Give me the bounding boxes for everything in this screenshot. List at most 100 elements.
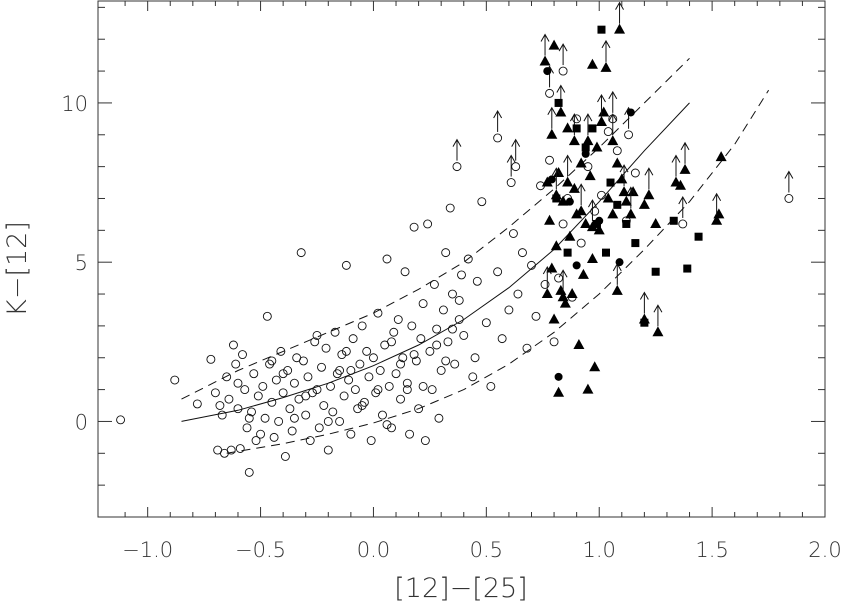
open-circle-point <box>448 324 457 334</box>
filled-triangle-point <box>575 157 587 168</box>
open-circle-point <box>296 248 306 258</box>
open-circle-point <box>278 388 288 398</box>
solid-curve <box>181 102 690 422</box>
open-circle-point <box>330 327 340 337</box>
open-circle-point <box>233 404 243 414</box>
open-circle-point <box>441 356 451 366</box>
open-circle-point <box>344 375 354 385</box>
fit-curves <box>181 57 770 454</box>
open-circle-point <box>301 410 311 420</box>
open-circle-point <box>289 378 299 388</box>
lower-limit-arrowhead <box>608 113 618 122</box>
open-circle-point <box>319 401 329 410</box>
filled-square-point <box>572 124 581 133</box>
open-circle-point <box>226 445 236 455</box>
lower-limit-arrowhead <box>551 167 561 176</box>
open-circle-point <box>590 206 600 216</box>
open-circle-point <box>452 162 462 172</box>
open-circle-point <box>280 452 290 461</box>
filled-triangle-point <box>546 128 558 139</box>
filled-triangle-point <box>555 284 567 295</box>
open-circle-point <box>301 391 311 401</box>
open-circle-point <box>258 381 268 391</box>
open-circle-point <box>312 385 322 395</box>
open-circle-point <box>450 359 460 369</box>
filled-triangle-point <box>582 383 594 394</box>
filled-triangle-point <box>652 326 664 337</box>
open-circle-point <box>387 423 396 433</box>
filled-triangle-point <box>541 176 553 187</box>
x-tick-label: −0.5 <box>235 538 286 562</box>
open-circle-point <box>314 423 324 433</box>
open-circle-point <box>463 254 473 264</box>
open-circle-point <box>468 372 478 382</box>
lower-limit-arrowhead <box>653 304 663 313</box>
lower-limit-arrowhead <box>569 113 579 122</box>
open-circle-point <box>299 356 308 366</box>
filled-circle-point <box>595 216 604 225</box>
filled-triangle-point <box>625 208 637 219</box>
lower-limit-arrowhead <box>511 138 521 147</box>
open-circle-point <box>511 162 521 172</box>
x-tick-label: 0.5 <box>470 538 503 562</box>
filled-triangle-point <box>618 186 630 197</box>
x-axis-ticks: −1.0 −0.5 0.0 0.5 1.0 1.5 2.0 <box>122 1 842 562</box>
open-circle-point <box>346 429 356 439</box>
open-circle-point <box>373 385 383 395</box>
filled-triangle-point <box>593 224 605 235</box>
open-circle-point <box>285 404 295 414</box>
open-circle-point <box>612 146 622 156</box>
open-circle-point <box>603 127 613 137</box>
open-circle-point <box>265 359 275 369</box>
lower-limit-arrowhead <box>608 90 618 100</box>
open-circle-point <box>244 467 254 477</box>
open-circle-point <box>414 404 424 414</box>
open-circle-point <box>341 260 351 270</box>
open-circle-point <box>249 369 259 379</box>
open-circle-point <box>231 359 241 369</box>
open-circle-point <box>323 416 333 426</box>
open-circle-point <box>341 346 351 356</box>
filled-square-point <box>588 124 597 133</box>
open-circle-point <box>382 420 392 430</box>
open-circle-point <box>353 404 363 414</box>
filled-square-point <box>552 194 561 203</box>
open-circle-point <box>407 321 417 331</box>
open-circle-point <box>346 366 356 375</box>
filled-square-point <box>622 219 631 228</box>
lower-limit-arrowhead <box>671 154 681 163</box>
filled-square-point <box>581 143 590 152</box>
open-circle-point <box>405 429 415 439</box>
filled-circle-point <box>581 149 590 158</box>
open-circle-point <box>393 315 403 324</box>
lower-limit-arrowhead <box>452 138 462 147</box>
open-circle-point <box>355 359 365 369</box>
open-circle-point <box>373 308 383 318</box>
open-circle-point <box>481 318 491 328</box>
open-circle-point <box>366 436 376 446</box>
open-circle-point <box>418 381 428 391</box>
filled-circle-point <box>543 67 552 76</box>
filled-triangle-point <box>616 173 628 184</box>
filled-triangle-point <box>557 291 569 302</box>
open-circle-point <box>429 280 439 289</box>
y-axis-ticks: 0 5 10 <box>61 6 825 486</box>
filled-triangle-point <box>582 135 594 146</box>
open-circle-point <box>276 346 286 356</box>
filled-square-point <box>554 98 563 107</box>
open-circle-point <box>269 432 279 442</box>
y-tick-label: 0 <box>75 410 88 434</box>
open-circle-point <box>312 330 322 340</box>
filled-triangle-point <box>607 135 619 146</box>
open-circle-point <box>339 391 349 401</box>
open-circle-point <box>432 324 442 334</box>
open-circle-point <box>335 416 345 426</box>
open-circle-point <box>251 436 261 446</box>
filled-square-point <box>613 200 622 209</box>
open-circle-point <box>278 369 288 379</box>
filled-triangle-point <box>584 170 596 181</box>
open-circle-point <box>549 337 559 347</box>
filled-triangle-point <box>611 157 623 168</box>
open-circle-point <box>554 273 564 283</box>
lower-limit-arrowhead <box>558 269 568 278</box>
